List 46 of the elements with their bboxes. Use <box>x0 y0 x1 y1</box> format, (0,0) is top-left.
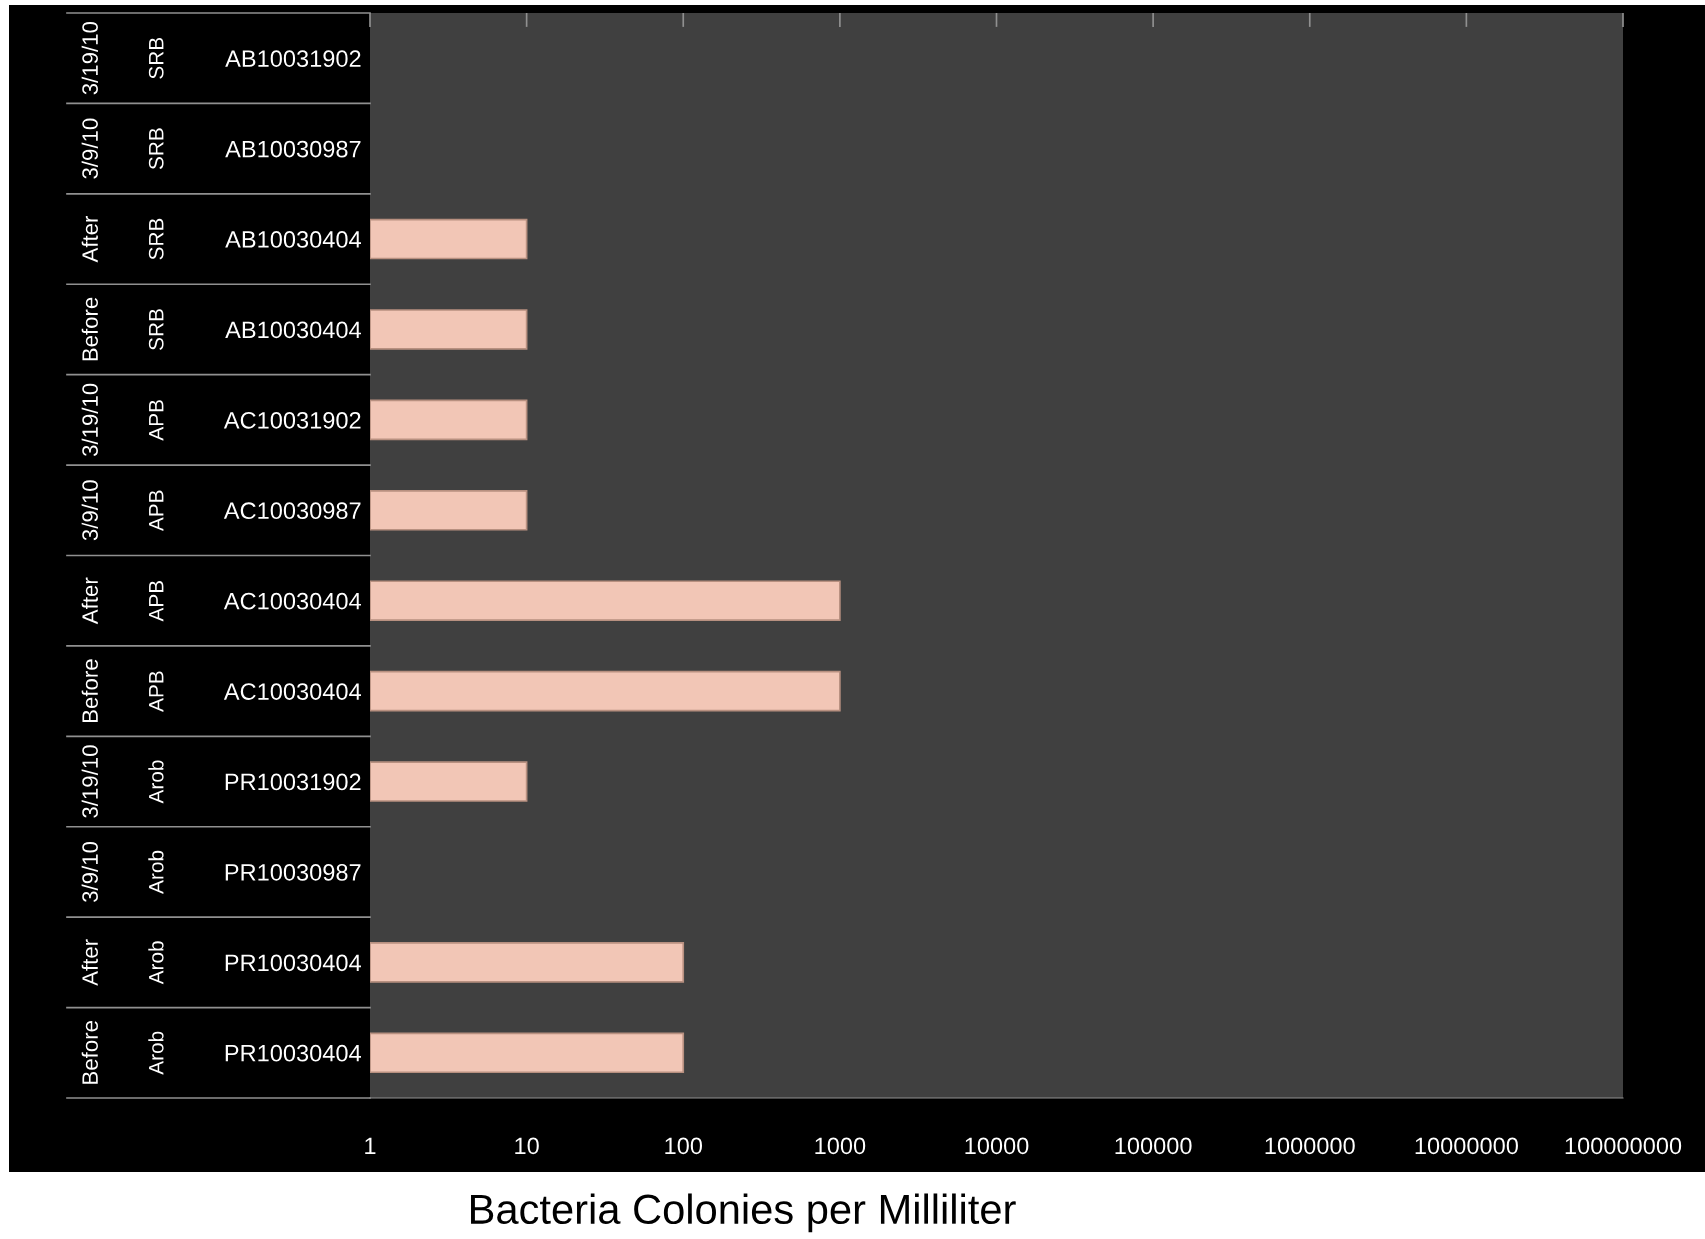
text: 3/19/10 <box>81 383 98 457</box>
y-tick-label: PR10030404 <box>225 1044 361 1062</box>
y-tick-label: PR10030404 <box>225 954 361 972</box>
x-tick-label: 10 <box>515 1137 539 1155</box>
text: APB <box>149 490 164 532</box>
text: After <box>81 215 98 263</box>
y-tick-label: AC10031902 <box>223 411 361 429</box>
text: 3/9/10 <box>81 118 98 179</box>
text: Arob <box>148 760 164 804</box>
text: SRB <box>148 218 164 260</box>
text: 3/19/10 <box>81 745 98 818</box>
text: APB <box>149 580 164 622</box>
text: APB <box>149 400 164 441</box>
y-tick-label: AC10030987 <box>223 502 361 520</box>
text: Arob <box>148 1031 164 1075</box>
x-tick-label: 1000 <box>815 1137 866 1155</box>
text: Before <box>81 297 98 361</box>
text: Before <box>81 1021 98 1084</box>
text: After <box>81 939 98 986</box>
x-tick-label: 100000000 <box>1565 1137 1682 1155</box>
y-tick-label: AC10030404 <box>223 683 361 700</box>
text: Before <box>81 659 98 723</box>
text: 3/9/10 <box>81 480 98 541</box>
text: SRB <box>148 37 164 79</box>
y-tick-label: PR10031902 <box>225 773 361 791</box>
x-tick-label: 100000 <box>1115 1137 1192 1155</box>
x-tick-label: 100 <box>665 1137 703 1155</box>
x-tick-label: 10000000 <box>1415 1137 1518 1155</box>
x-tick-label: 1000000 <box>1265 1137 1355 1155</box>
text: 3/9/10 <box>81 841 98 902</box>
text: Arob <box>148 941 164 985</box>
text: APB <box>149 671 164 712</box>
x-axis-title: Bacteria Colonies per Milliliter <box>471 1193 1016 1233</box>
y-tick-label: AB10030404 <box>225 321 361 339</box>
x-tick-label: 1 <box>365 1137 376 1154</box>
text: 3/19/10 <box>81 22 98 95</box>
text: SRB <box>148 128 164 170</box>
text: After <box>81 577 98 625</box>
y-tick-label: AB10030404 <box>225 231 361 248</box>
x-tick-label: 10000 <box>965 1137 1029 1155</box>
y-tick-label: PR10030987 <box>225 864 361 881</box>
y-tick-label: AC10030404 <box>223 592 361 610</box>
text: Arob <box>148 850 164 894</box>
y-tick-label: AB10030987 <box>225 140 361 158</box>
text: SRB <box>148 309 164 350</box>
y-tick-label: AB10031902 <box>225 50 361 67</box>
